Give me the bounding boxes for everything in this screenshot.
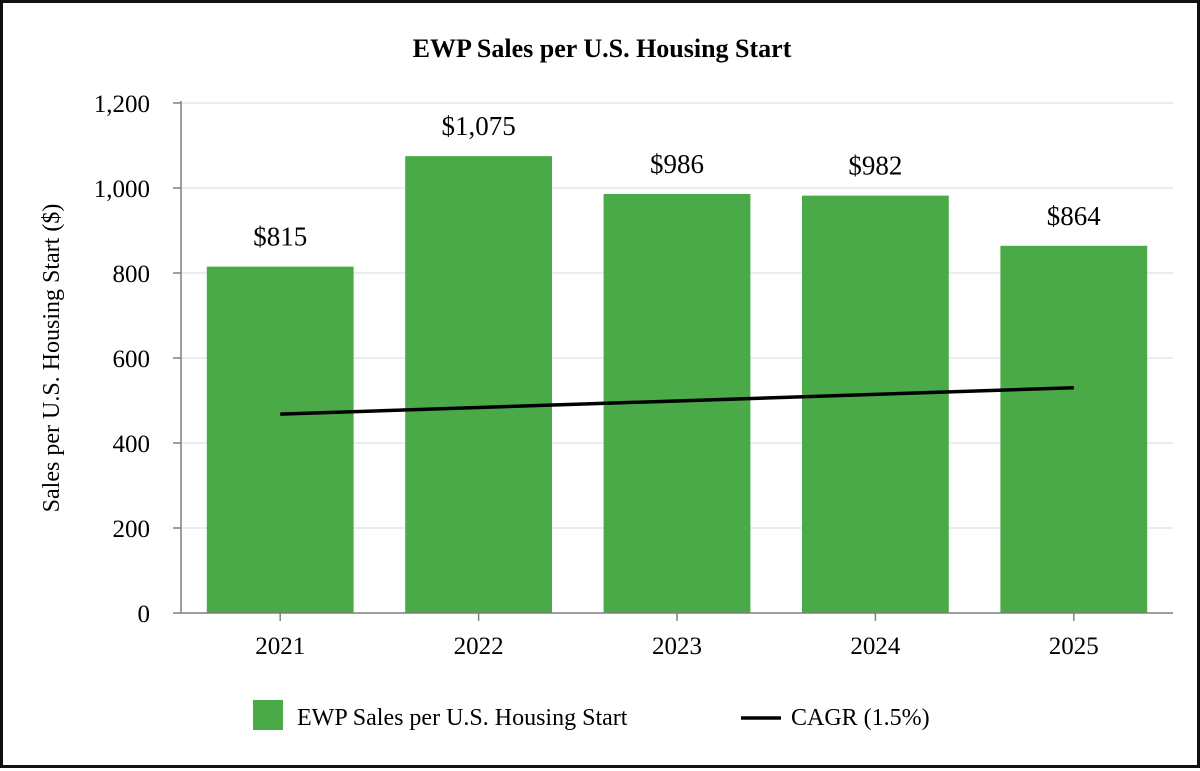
y-tick-label: 600	[113, 346, 151, 373]
cagr-line	[280, 386, 1074, 416]
legend-line-label: CAGR (1.5%)	[791, 705, 930, 731]
data-label-2023: $986	[650, 149, 704, 179]
legend-bar-label: EWP Sales per U.S. Housing Start	[297, 705, 628, 731]
x-tick-label-2025: 2025	[1049, 633, 1099, 660]
x-tick-label-2022: 2022	[454, 633, 504, 660]
legend: EWP Sales per U.S. Housing Start CAGR (1…	[253, 700, 930, 731]
data-label-2021: $815	[253, 222, 307, 252]
data-label-2022: $1,075	[441, 111, 515, 141]
x-tick-label-2023: 2023	[652, 633, 702, 660]
y-tick-label: 1,200	[94, 91, 150, 118]
bar-2021	[206, 266, 354, 613]
x-tick-label-2024: 2024	[850, 633, 901, 660]
y-tick-label: 800	[113, 261, 151, 288]
axes: 0 200 400 600 800 1,000 1,200 2021 2022 2023 2024 2…	[94, 91, 1173, 660]
bar-2025	[1000, 245, 1148, 614]
chart-svg: EWP Sales per U.S. Housing Start Sales p…	[39, 34, 1173, 731]
x-tick-label-2021: 2021	[255, 633, 305, 660]
y-tick-label: 200	[113, 516, 151, 543]
y-axis-title: Sales per U.S. Housing Start ($)	[39, 204, 65, 513]
cagr-line-group	[280, 386, 1074, 416]
bars	[206, 156, 1148, 614]
y-tick-label: 1,000	[94, 176, 150, 203]
bar-2022	[405, 156, 553, 613]
chart-title: EWP Sales per U.S. Housing Start	[413, 34, 792, 63]
data-label-2024: $982	[848, 151, 902, 181]
data-label-2025: $864	[1047, 201, 1102, 231]
bar-2024	[801, 195, 949, 613]
data-labels: $815 $1,075 $986 $982 $864	[253, 111, 1101, 252]
y-tick-label: 0	[138, 601, 151, 628]
y-tick-label: 400	[113, 431, 151, 458]
legend-bar-swatch	[253, 700, 283, 730]
